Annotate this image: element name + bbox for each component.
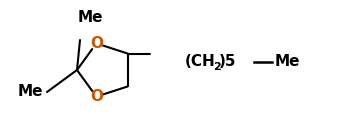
Text: 2: 2 [213, 62, 221, 72]
Text: Me: Me [17, 85, 43, 99]
Text: )5: )5 [219, 55, 237, 70]
Text: Me: Me [275, 55, 300, 70]
Text: O: O [90, 36, 103, 51]
Text: Me: Me [77, 11, 103, 26]
Text: O: O [90, 89, 103, 104]
Text: (CH: (CH [185, 55, 216, 70]
